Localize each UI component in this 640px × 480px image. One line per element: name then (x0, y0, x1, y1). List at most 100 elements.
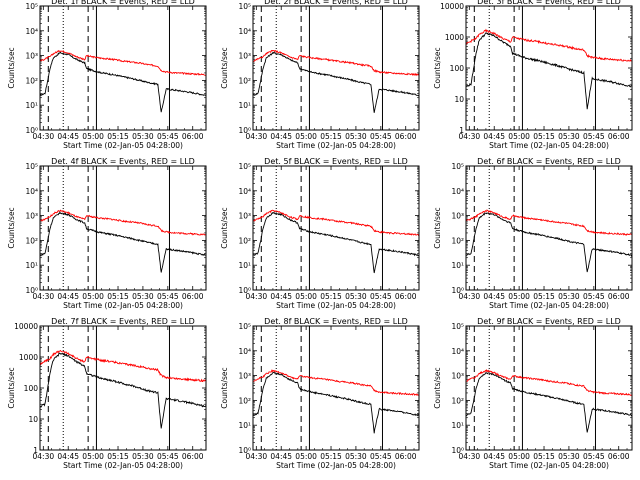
y-tick-label: 10¹ (451, 261, 464, 270)
panel-4: Det. 4f BLACK = Events, RED = LLD 10⁰ 10¹ 1… (7, 157, 207, 310)
y-tick-label: 10⁴ (25, 27, 38, 36)
x-tick-label: 06:00 (395, 292, 417, 301)
x-tick-label: 05:00 (295, 292, 317, 301)
y-tick-label: 10⁴ (25, 187, 38, 196)
y-tick-label: 10¹ (238, 261, 251, 270)
x-tick-label: 04:45 (57, 132, 79, 141)
x-tick-label: 05:30 (345, 132, 367, 141)
x-tick-label: 04:30 (246, 132, 268, 141)
series-events (252, 51, 420, 113)
x-tick-label: 06:00 (182, 452, 204, 461)
panel-title: Det. 5f BLACK = Events, RED = LLD (264, 157, 408, 166)
x-tick-label: 04:30 (459, 452, 481, 461)
panel-7: Det. 7f BLACK = Events, RED = LLD 1 10 100 1… (7, 317, 207, 470)
series-lld (465, 28, 633, 62)
x-axis-label: Start Time (02-Jan-05 04:28:00) (63, 301, 183, 310)
panel-title: Det. 3f BLACK = Events, RED = LLD (477, 0, 621, 6)
series-events (465, 371, 633, 433)
y-tick-label: 10⁵ (238, 2, 251, 11)
x-tick-label: 05:45 (583, 452, 605, 461)
y-tick-label: 10⁰ (25, 286, 38, 295)
x-tick-label: 05:00 (295, 452, 317, 461)
x-tick-label: 05:45 (157, 452, 179, 461)
series-events (465, 212, 633, 273)
panel-1: Det. 1f BLACK = Events, RED = LLD 10⁰ 10¹ 1… (7, 0, 207, 150)
x-tick-label: 04:45 (57, 452, 79, 461)
y-tick-label: 10⁴ (238, 347, 251, 356)
y-tick-label: 10³ (238, 372, 251, 381)
y-tick-label: 10⁵ (451, 162, 464, 171)
x-tick-label: 05:30 (345, 292, 367, 301)
x-tick-label: 05:00 (82, 452, 104, 461)
y-tick-label: 10¹ (25, 261, 38, 270)
x-axis-label: Start Time (02-Jan-05 04:28:00) (276, 301, 396, 310)
x-tick-label: 04:45 (483, 132, 505, 141)
panel-title: Det. 2f BLACK = Events, RED = LLD (264, 0, 408, 6)
x-tick-label: 05:45 (370, 132, 392, 141)
y-tick-label: 10 (28, 415, 38, 424)
x-tick-label: 05:00 (508, 292, 530, 301)
x-tick-label: 05:30 (345, 452, 367, 461)
y-tick-label: 10⁰ (25, 126, 38, 135)
series-lld (39, 49, 207, 76)
x-axis-label: Start Time (02-Jan-05 04:28:00) (489, 141, 609, 150)
plot-frame (252, 5, 420, 131)
x-tick-label: 05:45 (370, 452, 392, 461)
panel-title: Det. 4f BLACK = Events, RED = LLD (51, 157, 195, 166)
y-tick-label: 10² (25, 236, 38, 245)
y-tick-label: 10¹ (451, 421, 464, 430)
y-tick-label: 10³ (451, 212, 464, 221)
x-tick-label: 05:15 (533, 452, 555, 461)
y-tick-label: 10⁴ (238, 27, 251, 36)
y-tick-label: 10² (238, 396, 251, 405)
x-tick-label: 05:45 (583, 132, 605, 141)
series-lld (39, 349, 207, 382)
x-tick-label: 04:30 (33, 452, 55, 461)
series-lld (252, 369, 420, 396)
y-tick-label: 10¹ (25, 101, 38, 110)
series-lld (465, 369, 633, 396)
x-axis-label: Start Time (02-Jan-05 04:28:00) (63, 141, 183, 150)
x-tick-label: 05:15 (533, 132, 555, 141)
y-tick-label: 10² (238, 76, 251, 85)
plot-frame (39, 165, 207, 291)
y-tick-label: 10⁰ (238, 126, 251, 135)
x-tick-label: 05:45 (157, 292, 179, 301)
x-axis-label: Start Time (02-Jan-05 04:28:00) (276, 461, 396, 470)
x-tick-label: 05:15 (533, 292, 555, 301)
y-tick-label: 10² (451, 236, 464, 245)
series-events (465, 32, 633, 110)
x-tick-label: 05:45 (583, 292, 605, 301)
y-axis-label: Counts/sec (7, 207, 16, 248)
x-tick-label: 04:45 (483, 452, 505, 461)
x-tick-label: 04:45 (483, 292, 505, 301)
x-tick-label: 05:15 (107, 292, 129, 301)
series-events (39, 210, 207, 273)
y-tick-label: 10⁴ (451, 187, 464, 196)
x-axis-label: Start Time (02-Jan-05 04:28:00) (276, 141, 396, 150)
x-tick-label: 05:15 (320, 452, 342, 461)
x-tick-label: 05:15 (107, 132, 129, 141)
y-tick-label: 1000 (445, 33, 464, 42)
x-tick-label: 04:30 (33, 132, 55, 141)
x-tick-label: 05:45 (157, 132, 179, 141)
y-tick-label: 10⁴ (238, 187, 251, 196)
y-tick-label: 10⁵ (238, 162, 251, 171)
x-tick-label: 06:00 (608, 452, 630, 461)
series-events (252, 211, 420, 274)
x-tick-label: 04:45 (57, 292, 79, 301)
plot-frame (39, 325, 207, 451)
x-tick-label: 06:00 (395, 452, 417, 461)
series-lld (252, 49, 420, 77)
x-tick-label: 05:30 (558, 132, 580, 141)
series-lld (465, 209, 633, 236)
x-tick-label: 05:30 (558, 292, 580, 301)
y-tick-label: 10⁰ (451, 446, 464, 455)
x-tick-label: 05:00 (295, 132, 317, 141)
y-tick-label: 10³ (25, 52, 38, 61)
y-axis-label: Counts/sec (433, 47, 442, 88)
plot-frame (465, 325, 633, 451)
plot-frame (465, 5, 633, 131)
x-tick-label: 06:00 (608, 292, 630, 301)
